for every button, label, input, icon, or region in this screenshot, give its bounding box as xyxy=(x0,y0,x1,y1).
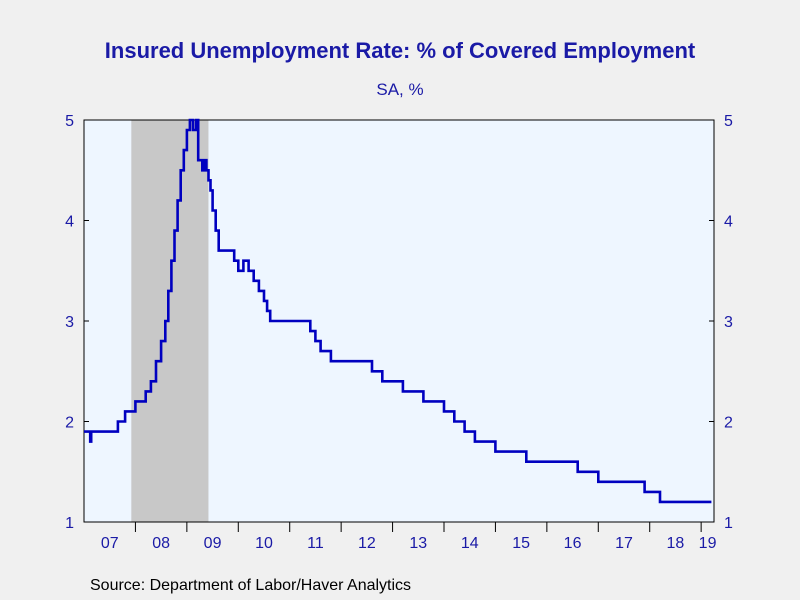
y-tick-label-left: 4 xyxy=(65,214,74,231)
y-tick-label-right: 4 xyxy=(724,214,733,231)
y-tick-label-left: 5 xyxy=(65,113,74,130)
x-tick-label: 08 xyxy=(152,535,170,552)
chart-subtitle: SA, % xyxy=(376,80,424,99)
x-tick-label: 10 xyxy=(255,535,273,552)
recession-band xyxy=(131,120,209,522)
x-tick-label: 19 xyxy=(699,535,717,552)
source-note: Source: Department of Labor/Haver Analyt… xyxy=(90,577,412,594)
y-tick-label-left: 2 xyxy=(65,415,74,432)
x-tick-label: 17 xyxy=(615,535,633,552)
y-tick-label-right: 2 xyxy=(724,415,733,432)
x-tick-label: 12 xyxy=(358,535,376,552)
x-tick-label: 15 xyxy=(512,535,530,552)
x-tick-label: 16 xyxy=(564,535,582,552)
series-line xyxy=(84,118,712,504)
y-tick-label-left: 1 xyxy=(65,515,74,532)
y-tick-label-left: 3 xyxy=(65,314,74,331)
y-tick-label-right: 5 xyxy=(724,113,733,130)
x-tick-label: 13 xyxy=(409,535,427,552)
x-tick-label: 07 xyxy=(101,535,119,552)
x-tick-label: 11 xyxy=(307,535,324,552)
y-tick-label-right: 3 xyxy=(724,314,733,331)
x-tick-label: 14 xyxy=(461,535,479,552)
x-tick-label: 09 xyxy=(204,535,222,552)
y-tick-label-right: 1 xyxy=(724,515,733,532)
chart-title: Insured Unemployment Rate: % of Covered … xyxy=(104,38,696,63)
x-tick-label: 18 xyxy=(667,535,685,552)
